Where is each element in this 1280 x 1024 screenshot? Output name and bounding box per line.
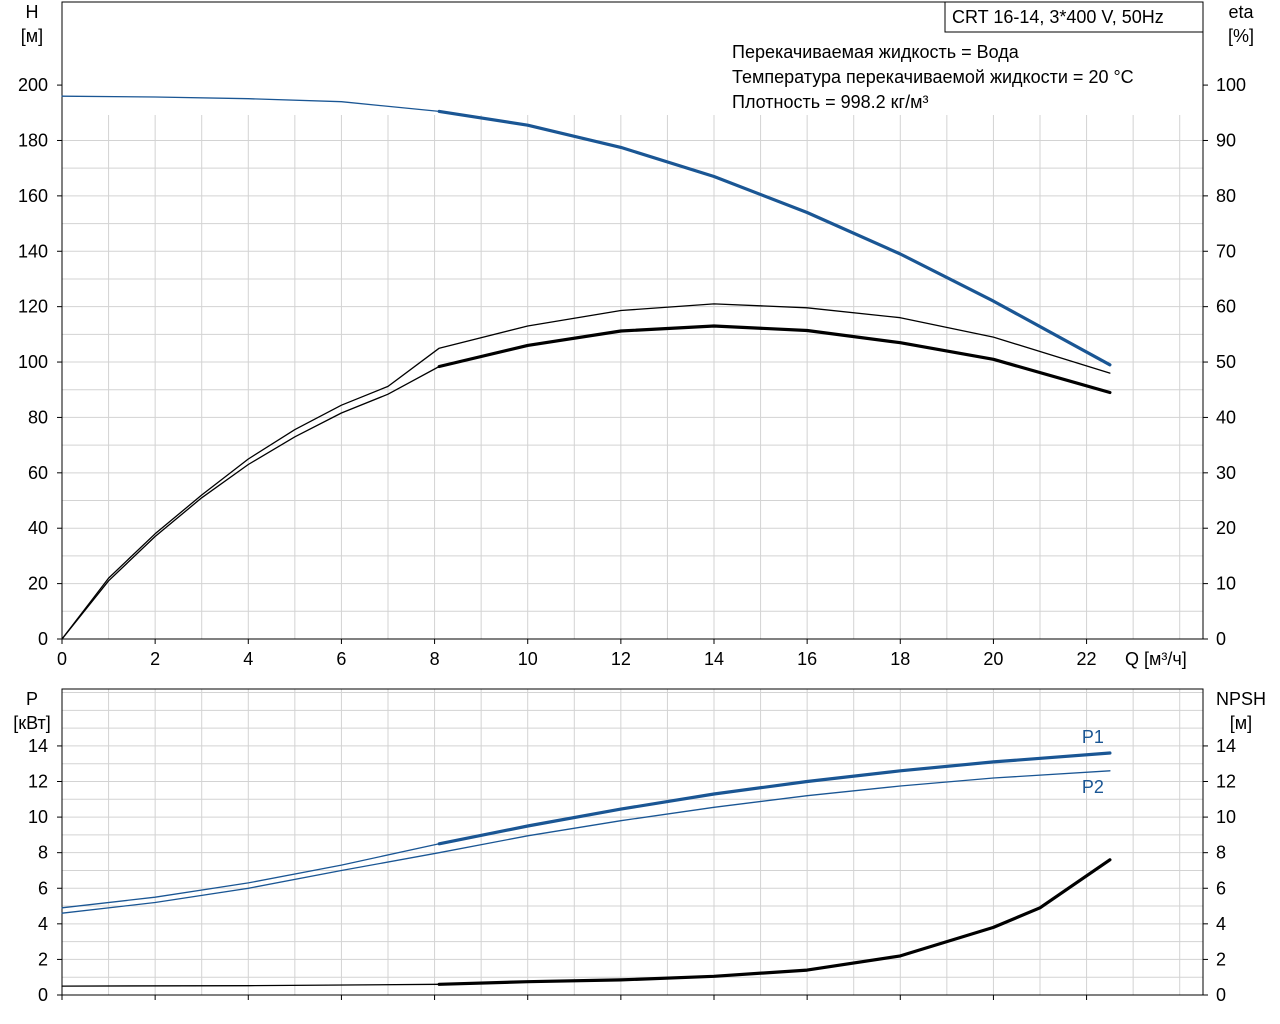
y-tick-label-right: 10 — [1216, 807, 1236, 827]
x-tick-label: 20 — [983, 649, 1003, 669]
y-tick-label-left: 0 — [38, 985, 48, 1005]
title-frame — [944, 1, 1204, 33]
y-tick-label-left: 2 — [38, 949, 48, 969]
curve-2-1-thin — [61, 843, 440, 909]
y-tick-label-left: 200 — [18, 75, 48, 95]
curve-1-3-thin — [61, 365, 440, 640]
y-tick-label-right: 0 — [1216, 985, 1226, 1005]
info-line-2: Температура перекачиваемой жидкости = 20… — [732, 67, 1134, 87]
y-tick-label-right: 0 — [1216, 629, 1226, 649]
x-tick-label: 18 — [890, 649, 910, 669]
y-tick-label-right: 80 — [1216, 186, 1236, 206]
y-axis-label-right-symbol: NPSH — [1216, 689, 1266, 709]
curve-2-3-thick — [437, 858, 1112, 986]
y-tick-label-right: 30 — [1216, 463, 1236, 483]
curve-2-1-thick — [437, 751, 1112, 846]
y-tick-label-left: 180 — [18, 130, 48, 150]
y-tick-label-left: 10 — [28, 807, 48, 827]
curve-1-1-thin — [61, 95, 440, 113]
y-tick-label-left: 160 — [18, 186, 48, 206]
plot-frame — [61, 688, 1204, 996]
y-tick-label-left: 14 — [28, 736, 48, 756]
y-axis-label-left-unit: [кВт] — [13, 713, 51, 733]
y-tick-label-left: 120 — [18, 297, 48, 317]
series-label-p1: P1 — [1082, 727, 1104, 747]
y-tick-label-left: 6 — [38, 878, 48, 898]
y-tick-label-right: 100 — [1216, 75, 1246, 95]
y-tick-label-right: 6 — [1216, 878, 1226, 898]
x-tick-label: 14 — [704, 649, 724, 669]
y-axis-label-right-unit: [%] — [1228, 26, 1254, 46]
y-tick-label-right: 60 — [1216, 297, 1236, 317]
y-tick-label-right: 70 — [1216, 241, 1236, 261]
curve-1-2-thin — [61, 303, 1111, 640]
y-tick-label-right: 2 — [1216, 949, 1226, 969]
y-tick-label-left: 4 — [38, 914, 48, 934]
plot-frame — [61, 1, 1204, 640]
x-tick-label: 6 — [336, 649, 346, 669]
x-tick-label: 0 — [57, 649, 67, 669]
x-tick-label: 4 — [243, 649, 253, 669]
y-axis-label-right-symbol: eta — [1228, 2, 1254, 22]
y-tick-label-left: 40 — [28, 518, 48, 538]
y-tick-label-left: 0 — [38, 629, 48, 649]
info-line-3: Плотность = 998.2 кг/м³ — [732, 92, 928, 112]
y-tick-label-right: 20 — [1216, 518, 1236, 538]
chart-title-box — [944, 1, 1204, 33]
y-tick-label-right: 14 — [1216, 736, 1236, 756]
x-tick-label: 12 — [611, 649, 631, 669]
y-axis-label-right-unit: [м] — [1230, 713, 1252, 733]
curve-1-3-thick — [437, 324, 1112, 395]
info-line-1: Перекачиваемая жидкость = Вода — [732, 42, 1020, 62]
y-axis-label-left-unit: [м] — [21, 26, 43, 46]
y-tick-label-right: 40 — [1216, 407, 1236, 427]
y-tick-label-right: 8 — [1216, 843, 1226, 863]
y-tick-label-left: 100 — [18, 352, 48, 372]
x-tick-label: 16 — [797, 649, 817, 669]
y-tick-label-right: 12 — [1216, 772, 1236, 792]
x-tick-label: 10 — [518, 649, 538, 669]
curve-1-1-thick — [437, 109, 1112, 367]
x-tick-label: 2 — [150, 649, 160, 669]
x-axis-label: Q [м³/ч] — [1125, 649, 1187, 669]
y-tick-label-left: 80 — [28, 407, 48, 427]
chart-title: CRT 16-14, 3*400 V, 50Hz — [952, 7, 1164, 27]
curve-2-2-thin — [61, 770, 1111, 914]
series-label-p2: P2 — [1082, 777, 1104, 797]
y-tick-label-right: 90 — [1216, 130, 1236, 150]
chart-panel-2: 0 2 4 6 8 10 12 14 — [28, 688, 1208, 1005]
y-tick-label-right: 10 — [1216, 574, 1236, 594]
y-tick-label-left: 60 — [28, 463, 48, 483]
x-tick-label: 8 — [430, 649, 440, 669]
chart-panel-1: 0 20 40 60 80 100 120 140 160 180 200 — [18, 1, 1208, 649]
y-axis-label-left-symbol: H — [26, 2, 39, 22]
curve-2-3-thin — [61, 983, 440, 987]
y-tick-label-left: 140 — [18, 241, 48, 261]
y-axis-label-left-symbol: P — [26, 689, 38, 709]
y-tick-label-left: 8 — [38, 843, 48, 863]
y-tick-label-right: 50 — [1216, 352, 1236, 372]
y-tick-label-left: 12 — [28, 772, 48, 792]
y-tick-label-right: 4 — [1216, 914, 1226, 934]
x-tick-label: 22 — [1077, 649, 1097, 669]
y-tick-label-left: 20 — [28, 574, 48, 594]
